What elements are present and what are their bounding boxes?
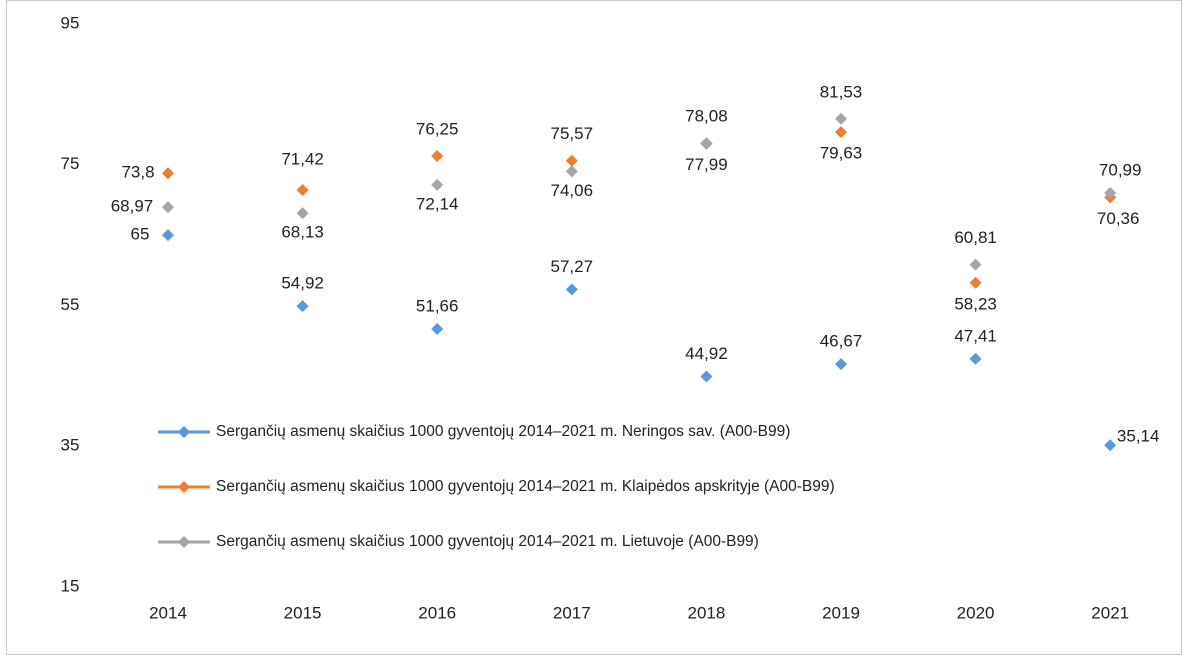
point-marker <box>969 352 982 365</box>
point-marker <box>162 229 174 242</box>
y-tick-label: 55 <box>61 295 80 314</box>
data-label: 76,25 <box>416 119 459 138</box>
x-tick-label: 2017 <box>553 603 591 622</box>
data-label: 51,66 <box>416 296 459 315</box>
point-marker <box>835 112 847 125</box>
data-label: 46,67 <box>820 332 863 351</box>
point-marker <box>835 358 847 371</box>
legend-label: Sergančių asmenų skaičius 1000 gyventojų… <box>216 478 835 495</box>
point-marker <box>431 178 444 191</box>
data-label: 81,53 <box>820 82 863 101</box>
y-tick-label: 75 <box>61 154 80 173</box>
point-marker <box>969 258 982 271</box>
x-tick-label: 2018 <box>687 603 725 622</box>
point-marker <box>162 167 174 180</box>
point-marker <box>431 149 444 162</box>
x-tick-label: 2021 <box>1091 603 1129 622</box>
data-label: 44,92 <box>685 344 728 363</box>
data-label: 57,27 <box>551 257 594 276</box>
data-label: 60,81 <box>954 228 997 247</box>
y-tick-label: 95 <box>61 13 80 32</box>
data-label: 79,63 <box>820 144 863 163</box>
data-label: 35,14 <box>1117 427 1160 446</box>
point-marker <box>162 201 174 214</box>
point-marker <box>1104 439 1117 452</box>
chart-border <box>6 0 1182 655</box>
point-marker <box>700 370 713 383</box>
data-label: 58,23 <box>954 294 997 313</box>
data-label: 75,57 <box>551 124 594 143</box>
legend-marker <box>178 536 190 548</box>
legend-marker <box>178 481 190 493</box>
point-marker <box>1104 186 1117 199</box>
legend-label: Sergančių asmenų skaičius 1000 gyventojų… <box>216 533 759 550</box>
y-tick-label: 35 <box>61 436 80 455</box>
legend-marker <box>178 426 190 438</box>
data-label: 68,13 <box>281 223 324 242</box>
x-tick-label: 2020 <box>957 603 995 622</box>
data-label: 65 <box>131 225 150 244</box>
x-tick-label: 2015 <box>284 603 322 622</box>
x-tick-label: 2016 <box>418 603 456 622</box>
y-tick-label: 15 <box>61 576 80 595</box>
legend-label: Sergančių asmenų skaičius 1000 gyventojų… <box>216 423 790 440</box>
x-tick-label: 2014 <box>149 603 187 622</box>
point-marker <box>565 154 578 167</box>
point-marker <box>296 300 309 313</box>
x-tick-label: 2019 <box>822 603 860 622</box>
data-label: 72,14 <box>416 194 459 213</box>
point-marker <box>296 207 309 220</box>
point-marker <box>700 137 713 150</box>
point-marker <box>565 165 578 178</box>
data-label: 77,99 <box>685 155 728 174</box>
data-label: 78,08 <box>685 107 728 126</box>
data-label: 70,36 <box>1097 209 1140 228</box>
data-label: 54,92 <box>281 274 324 293</box>
data-label: 70,99 <box>1099 160 1142 179</box>
point-marker <box>296 183 309 196</box>
data-label: 74,06 <box>551 181 594 200</box>
point-marker <box>565 283 578 296</box>
point-marker <box>835 126 847 139</box>
data-label: 71,42 <box>281 149 324 168</box>
point-marker <box>969 276 982 289</box>
data-label: 47,41 <box>954 326 997 345</box>
data-label: 73,8 <box>121 163 154 182</box>
point-marker <box>431 323 444 336</box>
data-label: 68,97 <box>111 197 154 216</box>
